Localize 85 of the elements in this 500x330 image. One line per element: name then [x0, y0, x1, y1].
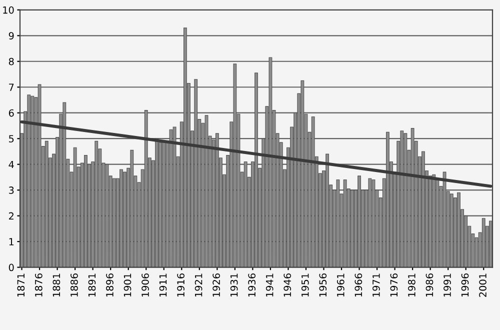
bar: [94, 140, 98, 268]
x-tick-label: 1991: [444, 274, 451, 297]
bar: [244, 161, 248, 268]
bar: [130, 150, 134, 268]
bar: [368, 178, 372, 268]
x-tick-label: 1891: [88, 274, 96, 297]
x-tick-label: 1881: [52, 274, 60, 297]
y-tick-label: 7: [9, 84, 14, 91]
x-tick-label: 1981: [408, 274, 416, 297]
x-tick-label: 1926: [212, 273, 220, 297]
x-tick-label: 1911: [159, 274, 167, 297]
bar: [436, 178, 440, 268]
bar: [400, 130, 404, 268]
bar: [123, 172, 127, 268]
y-tick-label: 5: [9, 135, 14, 142]
bar: [432, 174, 436, 268]
y-tick-label: 4: [8, 160, 14, 168]
bar: [404, 133, 408, 268]
bar: [386, 132, 390, 268]
bar: [358, 176, 361, 268]
bar: [233, 64, 237, 268]
x-tick-label: 1946: [284, 273, 292, 297]
x-tick-label: 1956: [319, 273, 327, 297]
bar: [44, 140, 48, 268]
x-tick-label: 1871: [17, 274, 25, 297]
bar: [311, 116, 315, 268]
bar: [158, 142, 162, 268]
x-tick-label: 1876: [35, 273, 42, 297]
bar: [30, 96, 34, 268]
y-tick-label: 0: [8, 264, 14, 272]
y-tick-label: 8: [8, 58, 14, 66]
bar: [254, 72, 258, 268]
x-tick-label: 1901: [124, 274, 132, 297]
x-tick-label: 1936: [248, 273, 256, 297]
bar: [120, 169, 123, 268]
bar: [84, 155, 88, 268]
bar: [268, 57, 272, 268]
bar: [422, 151, 425, 268]
x-tick-label: 1916: [177, 273, 184, 297]
bar: [183, 28, 187, 268]
bar: [194, 79, 198, 268]
bar: [172, 126, 176, 268]
x-tick-label: 1886: [70, 273, 78, 297]
bar: [73, 147, 77, 268]
bar: [442, 172, 446, 268]
x-tick-label: 1906: [142, 273, 149, 297]
y-tick-label: 1: [9, 238, 14, 246]
x-tick-label: 1921: [194, 274, 202, 297]
bar: [112, 178, 116, 268]
x-tick-label: 1951: [301, 274, 309, 297]
bar: [155, 138, 158, 268]
y-tick-label: 10: [3, 6, 14, 14]
x-tick-label: 1896: [106, 273, 114, 297]
x-tick-label: 1971: [372, 274, 380, 297]
bar: [300, 80, 304, 268]
x-tick-label: 1941: [266, 274, 274, 297]
y-tick-label: 2: [8, 212, 14, 220]
y-tick-label: 9: [8, 32, 14, 40]
bar: [162, 142, 166, 268]
y-tick-label: 6: [8, 109, 14, 117]
x-tick-label: 1931: [230, 274, 238, 297]
bar: [372, 180, 376, 268]
bar: [343, 180, 347, 268]
x-tick-label: 1986: [426, 273, 434, 297]
bar: [410, 128, 414, 268]
y-tick-label: 3: [9, 186, 14, 194]
bar: [204, 115, 208, 268]
bar: [105, 164, 109, 268]
x-tick-label: 1976: [390, 273, 398, 297]
bar: [38, 84, 42, 268]
bar: [215, 133, 219, 268]
x-tick-label: 1966: [354, 273, 362, 297]
x-tick-label: 1996: [461, 273, 469, 297]
bar: [336, 180, 340, 268]
bar: [350, 190, 354, 268]
bar: [27, 94, 31, 268]
bar: [169, 129, 173, 268]
x-tick-label: 1961: [336, 274, 344, 297]
x-tick-label: 2001: [479, 274, 486, 297]
bar: [450, 194, 454, 268]
bar: [482, 218, 486, 268]
bar: [457, 192, 460, 268]
bar: [144, 110, 148, 268]
bar: [326, 154, 330, 268]
bar: [62, 102, 66, 268]
